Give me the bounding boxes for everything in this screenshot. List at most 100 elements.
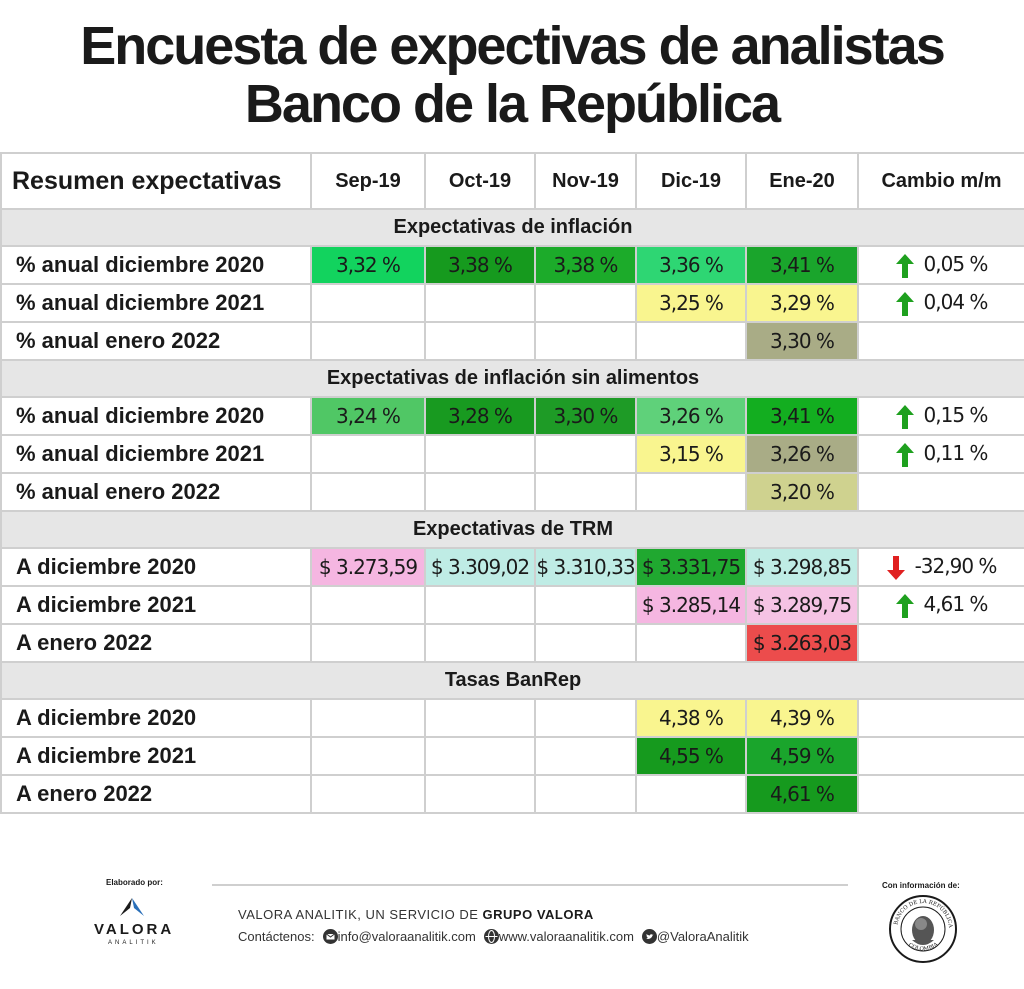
change-cell: 4,61 % <box>857 585 1024 625</box>
footer-divider <box>212 884 848 886</box>
table-row: A enero 2022 $ 3.263,03 <box>0 623 1024 663</box>
change-cell: 0,05 % <box>857 245 1024 285</box>
value-cell: 3,25 % <box>635 283 747 323</box>
globe-icon <box>483 929 499 944</box>
change-cell <box>857 472 1024 512</box>
table-row: % anual diciembre 2020 3,32 % 3,38 % 3,38 %… <box>0 245 1024 285</box>
table-row: A enero 2022 4,61 % <box>0 774 1024 814</box>
value-cell <box>310 585 426 625</box>
row-label: % anual diciembre 2020 <box>0 245 312 285</box>
value-cell: $ 3.263,03 <box>745 623 859 663</box>
service-brand: GRUPO VALORA <box>482 907 594 922</box>
value-cell: 3,15 % <box>635 434 747 474</box>
value-cell: 4,39 % <box>745 698 859 738</box>
value-cell: 3,30 % <box>745 321 859 361</box>
change-value: 0,11 % <box>923 441 989 466</box>
seal-bottom-text: COLOMBIA <box>907 942 939 953</box>
con-informacion-label: Con información de: <box>882 881 960 890</box>
value-cell <box>534 623 637 663</box>
value-cell <box>424 623 536 663</box>
contact-line: Contáctenos: info@valoraanalitik.com www… <box>238 929 757 944</box>
row-label: % anual enero 2022 <box>0 321 312 361</box>
section-header-row: Expectativas de inflación sin alimentos <box>0 359 1024 398</box>
contact-email[interactable]: info@valoraanalitik.com <box>337 929 476 944</box>
section-title: Expectativas de TRM <box>0 510 1024 549</box>
value-cell <box>424 698 536 738</box>
value-cell: 3,32 % <box>310 245 426 285</box>
table-row: % anual enero 2022 3,30 % <box>0 321 1024 361</box>
value-cell <box>310 698 426 738</box>
value-cell <box>534 585 637 625</box>
page-title-line2: Banco de la República <box>244 74 781 134</box>
header-cambio: Cambio m/m <box>857 152 1024 210</box>
row-label: A enero 2022 <box>0 774 312 814</box>
header-resumen: Resumen expectativas <box>0 152 312 210</box>
valora-logo-text: VALORA <box>94 921 175 938</box>
value-cell: 4,38 % <box>635 698 747 738</box>
value-cell <box>310 472 426 512</box>
value-cell: 3,20 % <box>745 472 859 512</box>
table-row: % anual diciembre 2020 3,24 % 3,28 % 3,30 %… <box>0 396 1024 436</box>
contact-twitter[interactable]: @ValoraAnalitik <box>656 929 749 944</box>
row-label: % anual enero 2022 <box>0 472 312 512</box>
row-label: % anual diciembre 2020 <box>0 396 312 436</box>
contact-label: Contáctenos: <box>238 929 315 944</box>
section-title: Expectativas de inflación sin alimentos <box>0 359 1024 398</box>
value-cell: 3,26 % <box>745 434 859 474</box>
row-label: % anual diciembre 2021 <box>0 434 312 474</box>
table-row: A diciembre 2020 $ 3.273,59 $ 3.309,02 $ 3.… <box>0 547 1024 587</box>
value-cell <box>635 774 747 814</box>
value-cell: 3,29 % <box>745 283 859 323</box>
value-cell <box>534 774 637 814</box>
arrow-up-icon <box>895 291 914 316</box>
value-cell: 3,41 % <box>745 245 859 285</box>
change-cell <box>857 774 1024 814</box>
value-cell <box>310 623 426 663</box>
change-cell: 0,04 % <box>857 283 1024 323</box>
value-cell: 3,26 % <box>635 396 747 436</box>
value-cell <box>310 434 426 474</box>
table-header-row: Resumen expectativas Sep-19 Oct-19 Nov-1… <box>0 152 1024 210</box>
change-cell: 0,11 % <box>857 434 1024 474</box>
section-title: Expectativas de inflación <box>0 208 1024 247</box>
table-row: A diciembre 2021 4,55 % 4,59 % <box>0 736 1024 776</box>
contact-website[interactable]: www.valoraanalitik.com <box>498 929 634 944</box>
change-cell: 0,15 % <box>857 396 1024 436</box>
value-cell <box>534 472 637 512</box>
value-cell <box>424 774 536 814</box>
value-cell <box>534 434 637 474</box>
value-cell <box>424 283 536 323</box>
arrow-up-icon <box>895 593 914 618</box>
value-cell <box>424 585 536 625</box>
value-cell: 3,30 % <box>534 396 637 436</box>
value-cell <box>424 472 536 512</box>
elaborado-label: Elaborado por: <box>106 878 163 887</box>
value-cell: 4,61 % <box>745 774 859 814</box>
value-cell: $ 3.309,02 <box>424 547 536 587</box>
value-cell <box>424 736 536 776</box>
value-cell: $ 3.331,75 <box>635 547 747 587</box>
service-prefix: VALORA ANALITIK, UN SERVICIO DE <box>238 907 483 922</box>
value-cell <box>310 736 426 776</box>
section-header-row: Expectativas de TRM <box>0 510 1024 549</box>
value-cell: $ 3.289,75 <box>745 585 859 625</box>
value-cell <box>534 736 637 776</box>
change-cell <box>857 736 1024 776</box>
value-cell: 3,36 % <box>635 245 747 285</box>
change-value: -32,90 % <box>914 554 998 579</box>
change-cell <box>857 698 1024 738</box>
change-value: 0,05 % <box>923 252 989 277</box>
value-cell: 3,38 % <box>534 245 637 285</box>
header-oct-19: Oct-19 <box>424 152 536 210</box>
value-cell: 4,55 % <box>635 736 747 776</box>
value-cell <box>534 321 637 361</box>
value-cell: $ 3.285,14 <box>635 585 747 625</box>
row-label: % anual diciembre 2021 <box>0 283 312 323</box>
service-line: VALORA ANALITIK, UN SERVICIO DE GRUPO VA… <box>238 907 594 922</box>
value-cell <box>635 321 747 361</box>
value-cell: 4,59 % <box>745 736 859 776</box>
section-header-row: Expectativas de inflación <box>0 208 1024 247</box>
row-label: A diciembre 2021 <box>0 585 312 625</box>
table-row: % anual enero 2022 3,20 % <box>0 472 1024 512</box>
row-label: A enero 2022 <box>0 623 312 663</box>
